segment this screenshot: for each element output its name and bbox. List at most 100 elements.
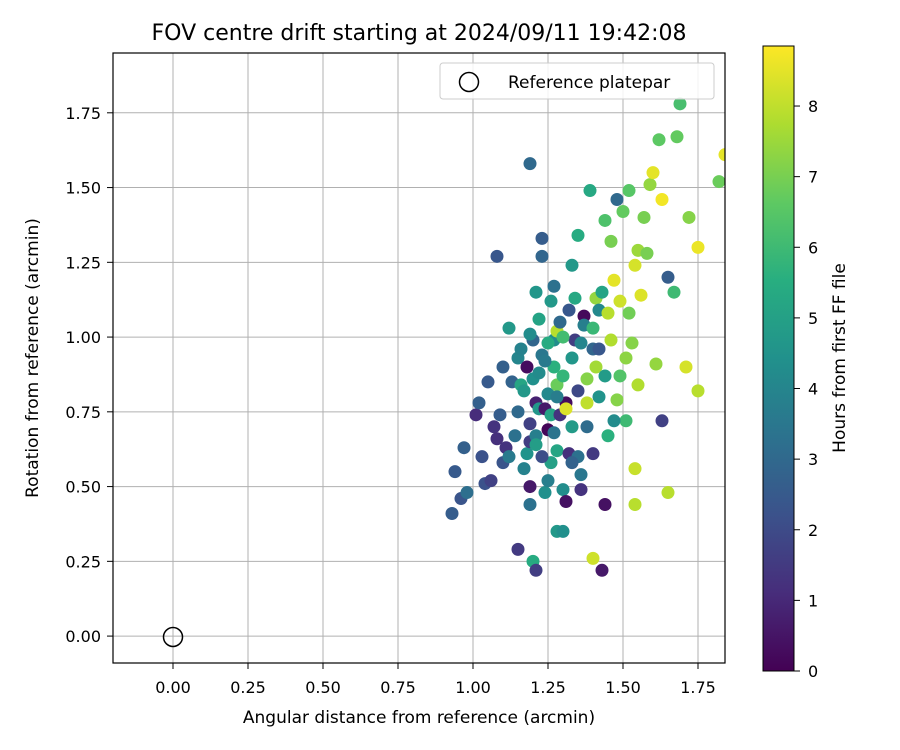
data-point: [718, 148, 725, 162]
data-point: [565, 258, 579, 272]
colorbar-gradient: [762, 45, 795, 672]
data-point: [529, 285, 543, 299]
data-point: [460, 486, 474, 500]
x-axis-ticks: 0.00 0.25 0.50 0.75 1.00 1.25 1.50 1.75: [155, 663, 716, 697]
data-point: [583, 184, 597, 198]
x-axis-label: Angular distance from reference (arcmin): [243, 708, 595, 728]
data-point: [490, 432, 504, 446]
y-tick-label: 0.50: [65, 478, 101, 497]
data-point: [670, 130, 684, 144]
data-point: [523, 327, 537, 341]
y-tick-label: 1.50: [65, 179, 101, 198]
grid-lines: [113, 53, 725, 663]
data-point: [661, 486, 675, 500]
colorbar-tick-label: 5: [808, 309, 818, 328]
data-point: [595, 563, 609, 577]
data-point: [580, 396, 594, 410]
x-tick-label: 0.00: [155, 678, 191, 697]
data-point: [490, 249, 504, 263]
data-point: [457, 441, 471, 455]
data-point: [535, 249, 549, 263]
data-point: [712, 175, 725, 189]
data-point: [565, 351, 579, 365]
data-point: [496, 360, 510, 374]
x-tick-label: 0.50: [305, 678, 341, 697]
data-point: [628, 462, 642, 476]
data-point: [589, 360, 603, 374]
data-point: [640, 246, 654, 260]
data-point: [565, 456, 579, 470]
data-point: [586, 321, 600, 335]
y-tick-label: 0.25: [65, 552, 101, 571]
data-point: [544, 294, 558, 308]
data-point: [541, 474, 555, 488]
y-tick-label: 0.75: [65, 403, 101, 422]
reference-platepar-marker: [162, 626, 184, 648]
y-axis-ticks: 0.00 0.25 0.50 0.75 1.00 1.25 1.50 1.75: [65, 104, 113, 646]
data-point: [553, 315, 567, 329]
data-point: [523, 157, 537, 171]
data-point: [598, 213, 612, 227]
data-point: [613, 294, 627, 308]
data-point: [514, 342, 528, 356]
x-tick-label: 1.00: [455, 678, 491, 697]
data-points: [445, 97, 725, 577]
colorbar-tick-label: 6: [808, 238, 818, 257]
data-point: [601, 429, 615, 443]
legend-entry-reference-platepar: Reference platepar: [508, 73, 670, 93]
colorbar-tick-label: 4: [808, 380, 818, 399]
data-point: [538, 354, 552, 368]
data-point: [502, 321, 516, 335]
data-point: [610, 193, 624, 207]
x-tick-label: 0.75: [380, 678, 416, 697]
data-point: [532, 312, 546, 326]
x-tick-label: 1.25: [530, 678, 566, 697]
data-point: [547, 426, 561, 440]
data-point: [448, 465, 462, 479]
colorbar-tick-label: 7: [808, 168, 818, 187]
data-point: [544, 408, 558, 422]
data-point: [487, 420, 501, 434]
data-point: [475, 450, 489, 464]
data-point: [592, 342, 606, 356]
data-point: [574, 336, 588, 350]
y-tick-label: 1.75: [65, 104, 101, 123]
data-point: [568, 291, 582, 305]
data-point: [625, 336, 639, 350]
data-point: [655, 193, 669, 207]
data-point: [445, 506, 459, 520]
y-axis-label: Rotation from reference (arcmin): [23, 218, 43, 498]
data-point: [574, 468, 588, 482]
data-point: [529, 438, 543, 452]
data-point: [616, 204, 630, 218]
colorbar-tick-label: 0: [808, 662, 818, 681]
data-point: [502, 450, 516, 464]
data-point: [550, 444, 564, 458]
data-point: [613, 369, 627, 383]
data-point: [607, 414, 621, 428]
data-point: [523, 480, 537, 494]
data-point: [628, 258, 642, 272]
data-point: [643, 178, 657, 192]
data-point: [595, 285, 609, 299]
data-point: [604, 234, 618, 248]
data-point: [580, 420, 594, 434]
colorbar-tick-label: 8: [808, 97, 818, 116]
data-point: [619, 351, 633, 365]
data-point: [520, 447, 534, 461]
data-point: [622, 306, 636, 320]
data-point: [649, 357, 663, 371]
data-point: [565, 420, 579, 434]
colorbar-label: Hours from first FF file: [830, 263, 850, 453]
data-point: [628, 498, 642, 512]
colorbar-tick-label: 2: [808, 521, 818, 540]
data-point: [592, 390, 606, 404]
plot-area: 0.00 0.25 0.50 0.75 1.00 1.25 1.50 1.75 0.00 0.2…: [65, 52, 726, 697]
data-point: [667, 285, 681, 299]
data-point: [580, 372, 594, 386]
data-point: [601, 306, 615, 320]
legend: Reference platepar: [439, 62, 715, 100]
data-point: [673, 97, 687, 111]
